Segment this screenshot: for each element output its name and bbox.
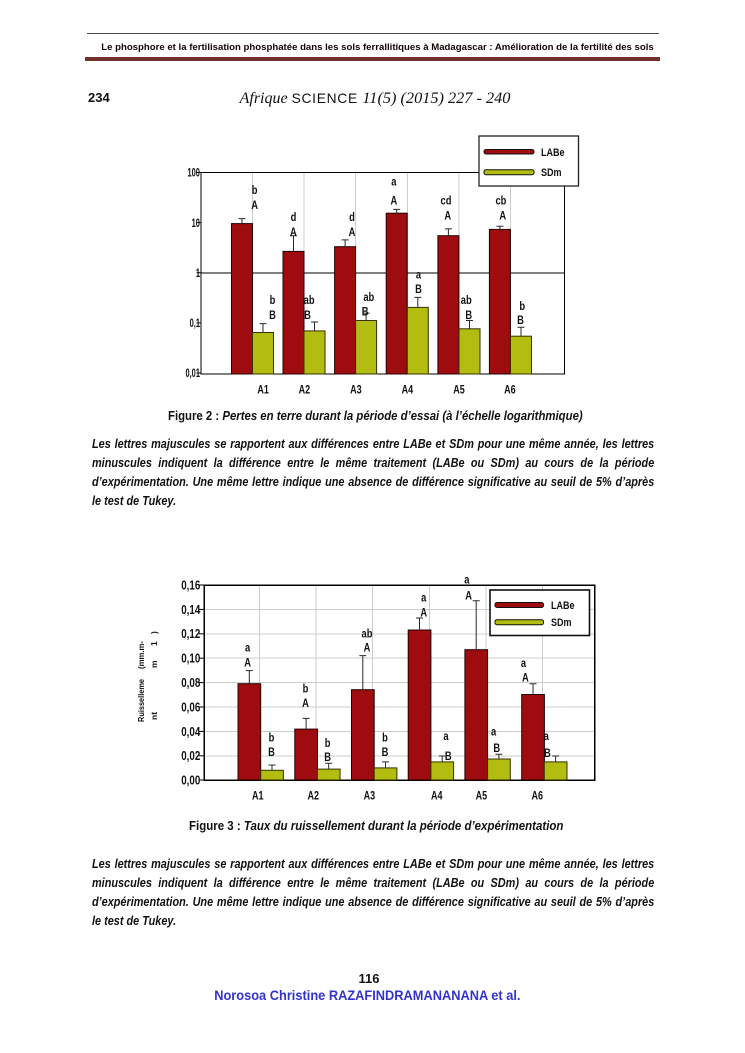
svg-text:A3: A3 (350, 383, 362, 397)
svg-text:m: m (149, 660, 159, 668)
svg-text:B: B (268, 746, 275, 759)
svg-text:Ruisselleme: Ruisselleme (136, 679, 146, 722)
svg-text:A5: A5 (453, 383, 465, 397)
svg-text:0,01: 0,01 (185, 368, 200, 381)
svg-text:a: a (391, 175, 397, 188)
svg-text:A3: A3 (364, 789, 376, 803)
svg-text:(mm.m-: (mm.m- (136, 641, 146, 669)
svg-text:B: B (382, 746, 389, 759)
svg-text:a: a (245, 642, 251, 655)
svg-text:LABe: LABe (551, 600, 575, 612)
svg-text:b: b (252, 184, 258, 197)
svg-text:100: 100 (188, 167, 201, 180)
svg-text:SDm: SDm (541, 167, 562, 179)
svg-text:A: A (244, 657, 251, 670)
svg-text:0,02: 0,02 (181, 750, 200, 764)
svg-text:B: B (493, 742, 500, 755)
svg-text:ab: ab (304, 294, 315, 307)
svg-text:A: A (290, 226, 297, 239)
svg-text:A1: A1 (252, 789, 264, 803)
svg-text:cd: cd (441, 194, 452, 207)
svg-text:A: A (522, 671, 529, 684)
svg-text:a: a (416, 269, 422, 282)
svg-text:0,16: 0,16 (181, 579, 200, 593)
svg-text:1: 1 (196, 267, 200, 280)
svg-text:cb: cb (495, 194, 506, 207)
svg-text:d: d (349, 211, 355, 224)
svg-text:A: A (364, 642, 371, 655)
svg-text:a: a (443, 730, 449, 743)
svg-text:A: A (251, 199, 258, 212)
svg-text:A: A (349, 226, 356, 239)
svg-text:10: 10 (192, 217, 201, 230)
svg-text:B: B (445, 750, 452, 763)
svg-text:a: a (491, 725, 497, 738)
svg-text:A2: A2 (308, 789, 320, 803)
svg-text:0,10: 0,10 (181, 652, 200, 666)
svg-text:0,14: 0,14 (181, 604, 200, 618)
svg-text:0,1: 0,1 (190, 317, 201, 330)
svg-text:b: b (270, 294, 276, 307)
svg-text:a: a (521, 657, 527, 670)
svg-text:A5: A5 (476, 789, 488, 803)
svg-text:B: B (544, 747, 551, 760)
svg-text:A2: A2 (299, 383, 311, 397)
svg-text:b: b (303, 682, 309, 695)
svg-text:ab: ab (363, 291, 374, 304)
svg-text:A: A (499, 209, 506, 222)
svg-text:a: a (464, 574, 470, 587)
svg-text:b: b (519, 300, 525, 313)
svg-text:A: A (465, 590, 472, 603)
svg-text:A: A (391, 194, 398, 207)
svg-text:1: 1 (149, 641, 159, 646)
svg-text:B: B (415, 283, 422, 296)
svg-text:A1: A1 (257, 383, 269, 397)
svg-text:B: B (517, 314, 524, 327)
svg-text:A: A (302, 697, 309, 710)
svg-text:d: d (291, 211, 297, 224)
svg-text:0,06: 0,06 (181, 701, 200, 715)
svg-text:A: A (444, 209, 451, 222)
svg-text:A4: A4 (431, 789, 443, 803)
svg-text:b: b (325, 737, 331, 750)
svg-text:A6: A6 (504, 383, 516, 397)
svg-text:0,00: 0,00 (181, 774, 200, 788)
svg-text:): ) (149, 631, 159, 634)
svg-text:a: a (544, 730, 550, 743)
svg-text:b: b (382, 731, 388, 744)
svg-text:nt: nt (149, 712, 159, 720)
svg-text:LABe: LABe (541, 147, 565, 159)
svg-text:B: B (362, 305, 369, 318)
svg-text:0,12: 0,12 (181, 628, 200, 642)
svg-text:B: B (324, 751, 331, 764)
svg-text:a: a (421, 591, 427, 604)
svg-text:0,08: 0,08 (181, 677, 200, 691)
svg-text:B: B (269, 309, 276, 322)
svg-text:SDm: SDm (551, 617, 572, 629)
svg-text:b: b (269, 731, 275, 744)
svg-text:ab: ab (461, 294, 472, 307)
svg-text:ab: ab (362, 627, 373, 640)
svg-text:0,04: 0,04 (181, 726, 200, 740)
svg-text:B: B (304, 309, 311, 322)
svg-text:B: B (465, 309, 472, 322)
svg-text:A6: A6 (531, 789, 543, 803)
svg-text:A4: A4 (402, 383, 414, 397)
svg-text:A: A (420, 606, 427, 619)
